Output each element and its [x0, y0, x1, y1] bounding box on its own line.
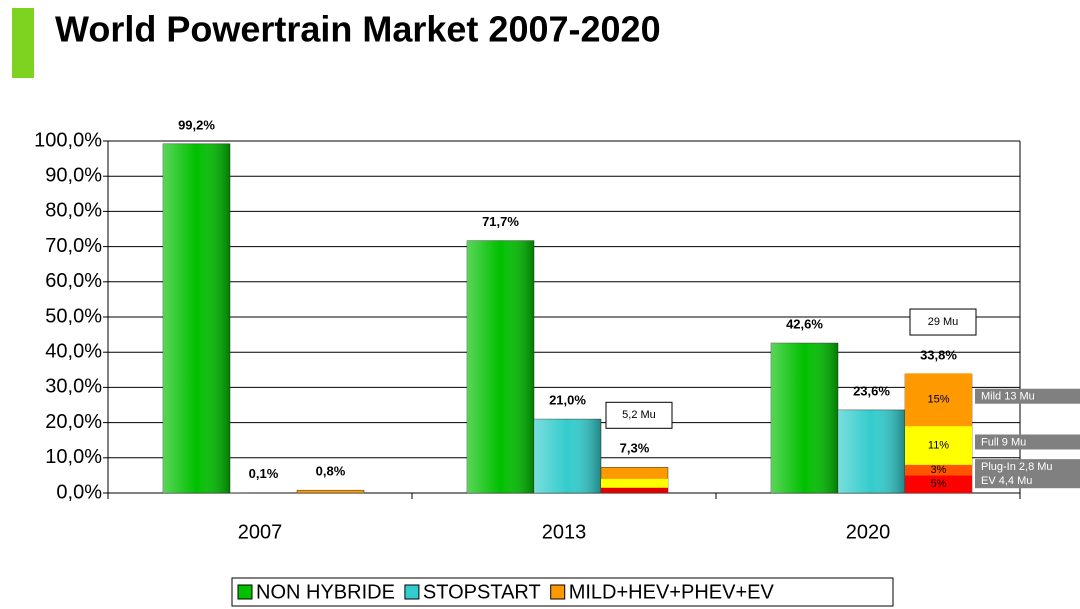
y-tick-label: 70,0%	[45, 235, 102, 257]
bar-shade	[838, 409, 905, 493]
segment-label: 5%	[931, 478, 947, 490]
side-label-box	[975, 434, 1080, 450]
data-label: 33,8%	[920, 347, 957, 362]
segment	[905, 475, 972, 493]
callout: 29 Mu	[928, 316, 959, 328]
legend-swatch	[550, 584, 566, 600]
side-label: Plug-In 2,8 Mu	[981, 461, 1053, 473]
segment	[601, 478, 668, 488]
bar	[296, 489, 365, 494]
segment-label: 3%	[931, 464, 947, 476]
segment	[905, 373, 972, 427]
side-label-box	[975, 459, 1080, 475]
segment-label: 11%	[928, 439, 949, 451]
y-tick-label: 30,0%	[45, 376, 102, 398]
callout: 5,2 Mu	[622, 409, 656, 421]
data-label: 99,2%	[178, 117, 215, 132]
chart-title: World Powertrain Market 2007-2020	[55, 9, 661, 50]
bar-shade	[163, 143, 230, 494]
y-tick-label: 60,0%	[45, 270, 102, 292]
bar-shade	[534, 419, 601, 493]
y-tick-label: 90,0%	[45, 164, 102, 186]
side-label: Full 9 Mu	[981, 436, 1026, 448]
legend-label: MILD+HEV+PHEV+EV	[569, 581, 775, 603]
y-tick-label: 10,0%	[45, 446, 102, 468]
x-tick-label: 2020	[846, 521, 891, 543]
title-accent	[12, 8, 34, 78]
callout-box	[605, 401, 673, 429]
x-tick-label: 2013	[542, 521, 587, 543]
legend-label: STOPSTART	[423, 581, 541, 603]
data-label: 42,6%	[786, 316, 823, 331]
segment	[905, 426, 972, 465]
data-label: 0,8%	[316, 464, 346, 479]
legend-swatch	[237, 584, 253, 600]
legend-swatch	[404, 584, 420, 600]
y-tick-label: 50,0%	[45, 305, 102, 327]
side-label: Mild 13 Mu	[981, 391, 1035, 403]
legend-label: NON HYBRIDE	[256, 581, 395, 603]
data-label: 7,3%	[620, 441, 650, 456]
side-label: EV 4,4 Mu	[981, 475, 1032, 487]
y-tick-label: 80,0%	[45, 200, 102, 222]
bar-shade	[467, 240, 534, 493]
data-label: 71,7%	[482, 214, 519, 229]
callout-box	[909, 308, 977, 336]
bar-shade	[771, 343, 838, 493]
y-tick-label: 40,0%	[45, 340, 102, 362]
side-label-box	[975, 388, 1080, 404]
data-label: 23,6%	[853, 383, 890, 398]
data-label: 21,0%	[549, 393, 586, 408]
y-tick-label: 20,0%	[45, 411, 102, 433]
y-tick-label: 100,0%	[34, 129, 102, 151]
side-label-box	[975, 473, 1080, 489]
segment-label: 15%	[927, 394, 949, 406]
x-tick-label: 2007	[238, 521, 283, 543]
segment	[905, 464, 972, 476]
y-tick-label: 0,0%	[56, 481, 102, 503]
segment	[601, 487, 668, 493]
data-label: 0,1%	[249, 466, 279, 481]
